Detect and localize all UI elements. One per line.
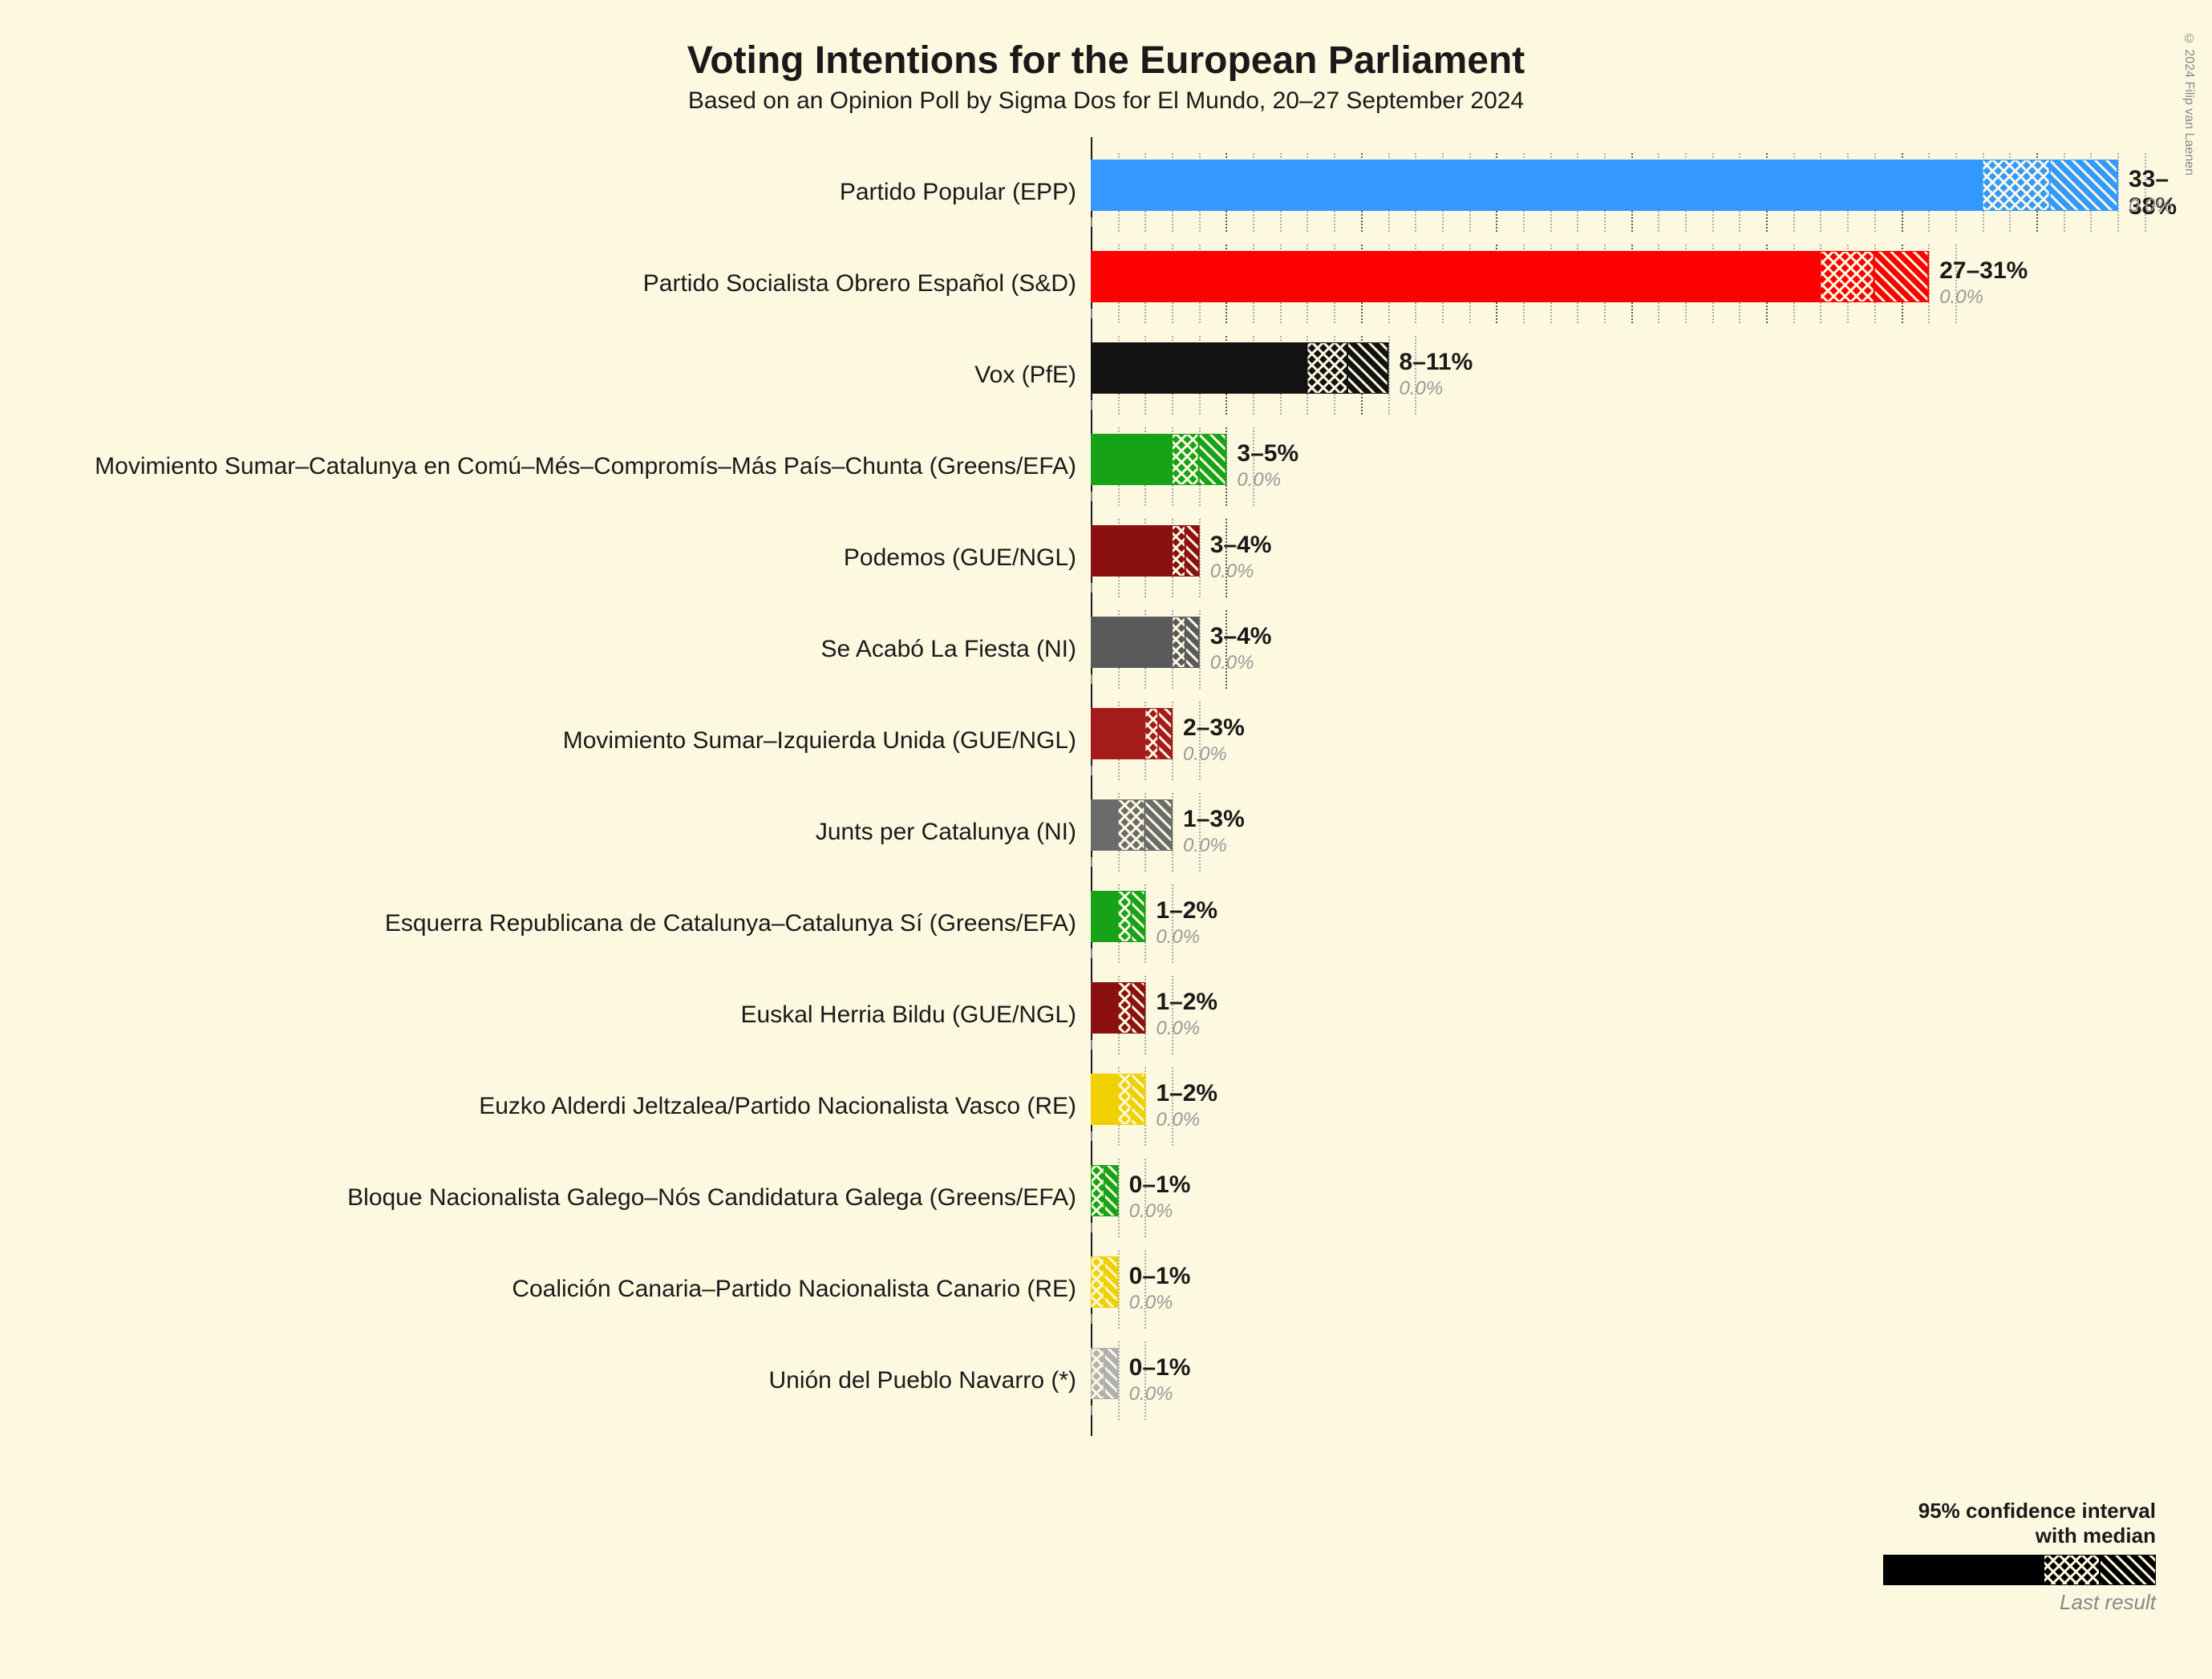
last-result-label: 0.0% xyxy=(1210,652,1254,674)
range-label: 0–1% xyxy=(1129,1263,1191,1290)
party-label: Coalición Canaria–Partido Nacionalista C… xyxy=(48,1276,1091,1303)
party-label: Junts per Catalunya (NI) xyxy=(48,819,1091,846)
party-row: Coalición Canaria–Partido Nacionalista C… xyxy=(48,1244,2164,1335)
last-result-label: 0.0% xyxy=(1400,378,1444,400)
party-label: Se Acabó La Fiesta (NI) xyxy=(48,636,1091,663)
last-result-label: 0.0% xyxy=(1156,1109,1200,1131)
party-label: Movimiento Sumar–Catalunya en Comú–Més–C… xyxy=(48,453,1091,480)
party-row: Junts per Catalunya (NI)1–3%0.0% xyxy=(48,787,2164,878)
party-row: Bloque Nacionalista Galego–Nós Candidatu… xyxy=(48,1152,2164,1244)
chart-legend: 95% confidence interval with median xyxy=(1835,1499,2156,1615)
chart-title: Voting Intentions for the European Parli… xyxy=(48,38,2164,83)
range-label: 3–4% xyxy=(1210,623,1272,650)
party-bar-area: 0–1%0.0% xyxy=(1091,1335,2117,1426)
legend-sample-bar xyxy=(1883,1555,2156,1585)
party-row: Euzko Alderdi Jeltzalea/Partido Nacional… xyxy=(48,1061,2164,1152)
party-label: Partido Popular (EPP) xyxy=(48,179,1091,206)
last-result-label: 0.0% xyxy=(1237,469,1281,492)
party-bar-area: 1–3%0.0% xyxy=(1091,787,2117,878)
range-label: 3–4% xyxy=(1210,532,1272,559)
party-label: Euzko Alderdi Jeltzalea/Partido Nacional… xyxy=(48,1093,1091,1120)
party-row: Euskal Herria Bildu (GUE/NGL)1–2%0.0% xyxy=(48,969,2164,1061)
last-result-label: 0.0% xyxy=(1183,743,1227,766)
last-result-label: 0.0% xyxy=(2129,195,2173,217)
party-label: Esquerra Republicana de Catalunya–Catalu… xyxy=(48,910,1091,937)
last-result-label: 0.0% xyxy=(1129,1200,1173,1223)
party-bar-area: 2–3%0.0% xyxy=(1091,695,2117,787)
last-result-label: 0.0% xyxy=(1129,1383,1173,1406)
party-label: Euskal Herria Bildu (GUE/NGL) xyxy=(48,1001,1091,1029)
party-bar-area: 3–5%0.0% xyxy=(1091,421,2117,512)
party-label: Bloque Nacionalista Galego–Nós Candidatu… xyxy=(48,1184,1091,1212)
party-label: Unión del Pueblo Navarro (*) xyxy=(48,1367,1091,1394)
party-row: Partido Popular (EPP)33–38%0.0% xyxy=(48,147,2164,238)
party-bar-area: 0–1%0.0% xyxy=(1091,1152,2117,1244)
range-label: 1–3% xyxy=(1183,806,1245,833)
legend-ci-label-2: with median xyxy=(1835,1523,2156,1548)
party-bar-area: 3–4%0.0% xyxy=(1091,604,2117,695)
last-result-label: 0.0% xyxy=(1939,286,1983,309)
party-label: Partido Socialista Obrero Español (S&D) xyxy=(48,270,1091,297)
party-row: Podemos (GUE/NGL)3–4%0.0% xyxy=(48,512,2164,604)
last-result-label: 0.0% xyxy=(1129,1292,1173,1314)
party-bar-area: 1–2%0.0% xyxy=(1091,969,2117,1061)
last-result-label: 0.0% xyxy=(1156,1018,1200,1040)
party-row: Partido Socialista Obrero Español (S&D)2… xyxy=(48,238,2164,330)
last-result-label: 0.0% xyxy=(1183,835,1227,857)
party-row: Unión del Pueblo Navarro (*)0–1%0.0% xyxy=(48,1335,2164,1426)
last-result-label: 0.0% xyxy=(1210,560,1254,583)
range-label: 3–5% xyxy=(1237,440,1298,467)
party-label: Vox (PfE) xyxy=(48,362,1091,389)
range-label: 1–2% xyxy=(1156,1080,1217,1107)
range-label: 27–31% xyxy=(1939,257,2028,285)
party-bar-area: 27–31%0.0% xyxy=(1091,238,2117,330)
party-bar-area: 0–1%0.0% xyxy=(1091,1244,2117,1335)
party-row: Esquerra Republicana de Catalunya–Catalu… xyxy=(48,878,2164,969)
party-label: Podemos (GUE/NGL) xyxy=(48,544,1091,572)
copyright-text: © 2024 Filip van Laenen xyxy=(2182,32,2196,176)
party-row: Movimiento Sumar–Catalunya en Comú–Més–C… xyxy=(48,421,2164,512)
party-bar-area: 1–2%0.0% xyxy=(1091,1061,2117,1152)
party-bar-area: 33–38%0.0% xyxy=(1091,147,2117,238)
legend-ci-label-1: 95% confidence interval xyxy=(1835,1499,2156,1523)
party-bar-area: 1–2%0.0% xyxy=(1091,878,2117,969)
range-label: 0–1% xyxy=(1129,1354,1191,1382)
party-row: Movimiento Sumar–Izquierda Unida (GUE/NG… xyxy=(48,695,2164,787)
range-label: 8–11% xyxy=(1400,349,1473,376)
range-label: 1–2% xyxy=(1156,989,1217,1016)
chart-subtitle: Based on an Opinion Poll by Sigma Dos fo… xyxy=(48,87,2164,115)
last-result-label: 0.0% xyxy=(1156,926,1200,949)
horizontal-bar-chart: Partido Popular (EPP)33–38%0.0%Partido S… xyxy=(48,147,2164,1426)
legend-last-result-label: Last result xyxy=(1835,1590,2156,1615)
party-label: Movimiento Sumar–Izquierda Unida (GUE/NG… xyxy=(48,727,1091,755)
party-row: Se Acabó La Fiesta (NI)3–4%0.0% xyxy=(48,604,2164,695)
range-label: 2–3% xyxy=(1183,714,1245,742)
range-label: 1–2% xyxy=(1156,897,1217,924)
range-label: 0–1% xyxy=(1129,1171,1191,1199)
party-bar-area: 3–4%0.0% xyxy=(1091,512,2117,604)
party-row: Vox (PfE)8–11%0.0% xyxy=(48,330,2164,421)
party-bar-area: 8–11%0.0% xyxy=(1091,330,2117,421)
